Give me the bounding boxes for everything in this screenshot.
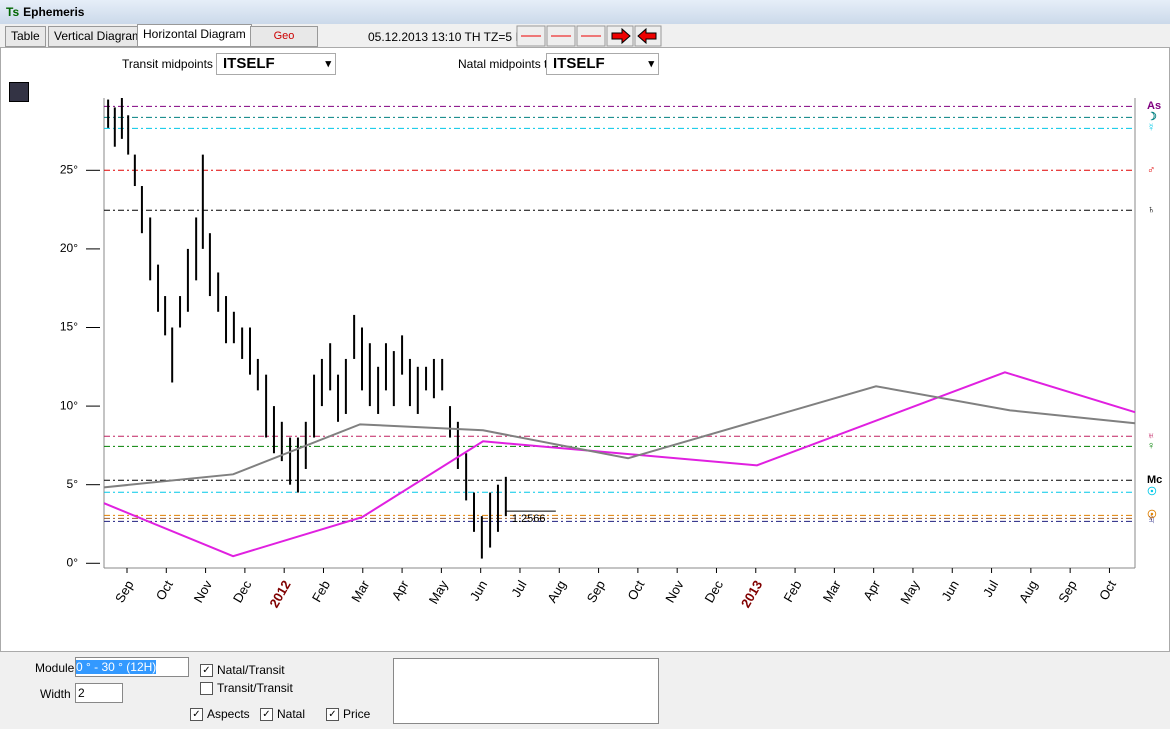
y-tick-label: 25° [60,162,78,176]
module-select[interactable]: 0 ° - 30 ° (12H) [75,657,189,677]
checkbox-box[interactable]: ✓ [200,664,213,677]
x-tick-label: May [897,577,923,606]
checkbox[interactable]: ✓ Natal/Transit [200,663,285,677]
x-tick-label: Feb [780,578,804,605]
checkbox-box[interactable]: ✓ [326,708,339,721]
x-tick-label: Oct [153,577,176,602]
price-label: 1.2566 [512,513,546,525]
x-tick-label: Dec [701,577,726,605]
x-tick-label: Aug [544,578,569,606]
checkbox-label: Transit/Transit [217,681,293,695]
x-tick-label: Nov [662,577,687,605]
x-tick-label: Oct [1096,577,1119,602]
y-tick-label: 20° [60,241,78,255]
level-symbol: ♃ [1147,515,1155,527]
width-input[interactable]: 2 [75,683,123,703]
x-tick-label: 2013 [738,578,765,611]
checkbox-label: Price [343,707,370,721]
x-tick-label: Sep [1055,578,1080,606]
level-symbol: ♀ [1147,440,1155,452]
x-tick-label: Jul [508,578,529,600]
x-tick-label: Apr [389,577,412,603]
info-box [393,658,659,724]
checkbox[interactable]: ✓ Natal [260,707,305,721]
x-tick-label: Oct [624,577,647,602]
level-symbol: ♂ [1147,164,1155,176]
x-tick-label: Feb [309,578,333,605]
x-tick-label: Jul [980,578,1001,600]
x-tick-label: Apr [860,577,883,603]
x-tick-label: Mar [820,577,845,604]
checkbox[interactable]: Transit/Transit [200,681,293,695]
x-tick-label: Sep [584,578,609,606]
x-tick-label: Mar [348,577,373,604]
checkbox[interactable]: ✓ Price [326,707,370,721]
x-tick-label: Jun [938,578,961,604]
level-symbol: ☉ [1147,486,1157,498]
x-tick-label: Sep [112,578,137,606]
level-symbol: ☿ [1147,122,1155,134]
x-tick-label: Jun [467,578,490,604]
module-value: 0 ° - 30 ° (12H) [76,660,156,674]
x-tick-label: 2012 [266,578,293,611]
checkbox-label: Aspects [207,707,250,721]
y-tick-label: 0° [67,555,79,569]
chart: 0° 5° 10° 15° 20° 25° Sep Oct Nov Dec 2012 Feb Mar Ap… [0,0,1170,650]
checkbox-box[interactable] [200,682,213,695]
checkbox-box[interactable]: ✓ [260,708,273,721]
y-tick-label: 15° [60,320,78,334]
y-tick-label: 5° [67,477,79,491]
checkbox[interactable]: ✓ Aspects [190,707,250,721]
level-symbol: Mc [1147,474,1162,486]
y-tick-label: 10° [60,398,78,412]
module-label: Module [35,661,74,675]
x-tick-label: Dec [230,577,255,605]
x-tick-label: Aug [1016,578,1041,606]
x-tick-label: Nov [191,577,216,605]
level-symbol: ♄ [1147,204,1155,216]
checkbox-label: Natal [277,707,305,721]
x-tick-label: May [426,577,452,606]
width-label: Width [40,687,71,701]
series-line [104,386,1135,487]
checkbox-label: Natal/Transit [217,663,285,677]
checkbox-box[interactable]: ✓ [190,708,203,721]
